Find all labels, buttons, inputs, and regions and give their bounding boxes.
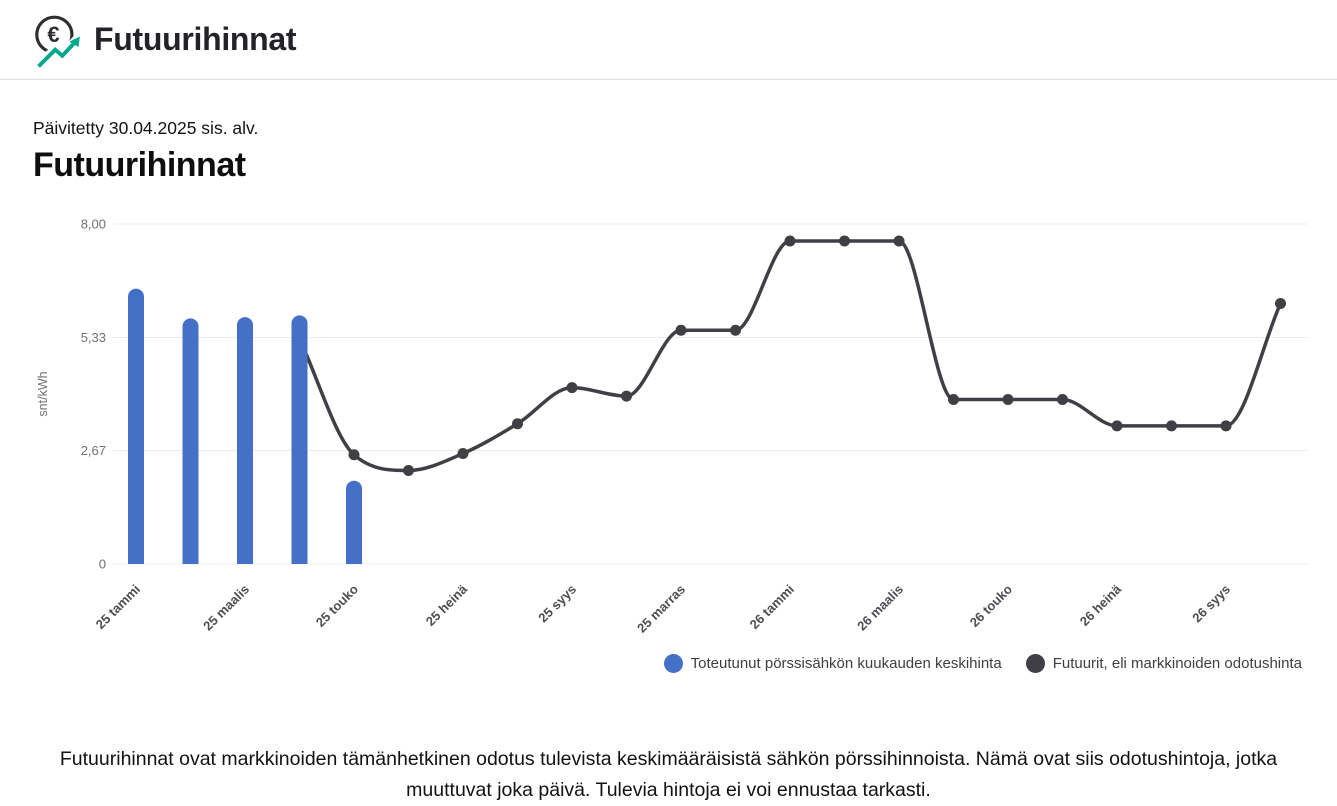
futures-line-point[interactable] <box>675 324 687 336</box>
x-tick-label: 25 marras <box>634 582 688 636</box>
euro-trend-icon: € <box>34 15 82 69</box>
futures-line-point[interactable] <box>621 390 632 402</box>
updated-date-text: Päivitetty 30.04.2025 sis. alv. <box>33 118 259 138</box>
futures-line-point[interactable] <box>730 324 741 336</box>
futures-line-point[interactable] <box>893 235 905 247</box>
legend-marker-futures <box>1025 654 1045 673</box>
futures-line-point[interactable] <box>403 465 414 476</box>
futures-line[interactable] <box>297 239 1283 473</box>
x-tick-label: 25 heinä <box>423 581 471 629</box>
futures-line-point[interactable] <box>457 448 469 459</box>
x-tick-label: 26 touko <box>967 581 1015 629</box>
footer-description: Futuurihinnat ovat markkinoiden tämänhet… <box>59 748 1278 802</box>
futures-line-point[interactable] <box>1220 420 1232 432</box>
futures-line-point[interactable] <box>948 394 959 406</box>
svg-text:€: € <box>47 21 59 46</box>
futures-line-point[interactable] <box>1002 394 1014 406</box>
futures-line-point[interactable] <box>1166 420 1177 432</box>
legend-label-actual-price: Toteutunut pörssisähkön kuukauden keskih… <box>690 655 1002 672</box>
y-tick-label: 5,33 <box>81 330 106 345</box>
y-axis-title: snt/kWh <box>36 371 50 416</box>
legend-marker-actual-price <box>663 654 683 673</box>
x-tick-label: 26 heinä <box>1077 581 1125 629</box>
futures-line-point[interactable] <box>512 418 523 430</box>
actual-price-bar[interactable] <box>291 315 308 564</box>
futures-chart-svg[interactable]: 0 2,67 5,33 8,00 snt/kWh 25 tammi 25 maalis 25 … <box>0 200 1337 650</box>
futures-line-point[interactable] <box>1057 394 1068 406</box>
futures-chart: 0 2,67 5,33 8,00 snt/kWh 25 tammi 25 maalis 25 … <box>0 200 1337 650</box>
legend-label-futures: Futuurit, eli markkinoiden odotushinta <box>1052 655 1302 672</box>
x-tick-label: 26 tammi <box>747 582 797 632</box>
page-title: Futuurihinnat <box>33 146 246 184</box>
x-tick-label: 25 syys <box>535 582 579 626</box>
app-title: Futuurihinnat <box>94 21 297 57</box>
y-tick-label: 0 <box>99 557 106 572</box>
x-tick-label: 26 syys <box>1189 582 1233 626</box>
app-header: € Futuurihinnat <box>0 0 1337 80</box>
futures-line-point[interactable] <box>566 382 578 394</box>
x-tick-label: 26 maalis <box>854 582 906 634</box>
futures-line-point[interactable] <box>1275 297 1286 309</box>
x-tick-label: 25 maalis <box>200 582 252 634</box>
legend-item-futures: Futuurit, eli markkinoiden odotushinta <box>1025 654 1302 673</box>
x-tick-label: 25 touko <box>313 581 361 629</box>
actual-price-bar[interactable] <box>237 317 253 564</box>
futures-line-point[interactable] <box>348 449 360 461</box>
chart-legend: Toteutunut pörssisähkön kuukauden keskih… <box>663 654 1302 673</box>
futures-line-point[interactable] <box>839 235 850 247</box>
y-tick-label: 8,00 <box>81 217 106 232</box>
futures-line-point[interactable] <box>784 235 796 247</box>
x-tick-label: 25 tammi <box>93 582 143 632</box>
actual-price-bar[interactable] <box>182 318 199 564</box>
legend-item-actual-price: Toteutunut pörssisähkön kuukauden keskih… <box>663 654 1002 673</box>
futures-line-point[interactable] <box>1111 420 1123 432</box>
y-tick-label: 2,67 <box>81 443 106 458</box>
actual-price-bar[interactable] <box>128 288 144 564</box>
actual-price-bar[interactable] <box>346 480 362 564</box>
